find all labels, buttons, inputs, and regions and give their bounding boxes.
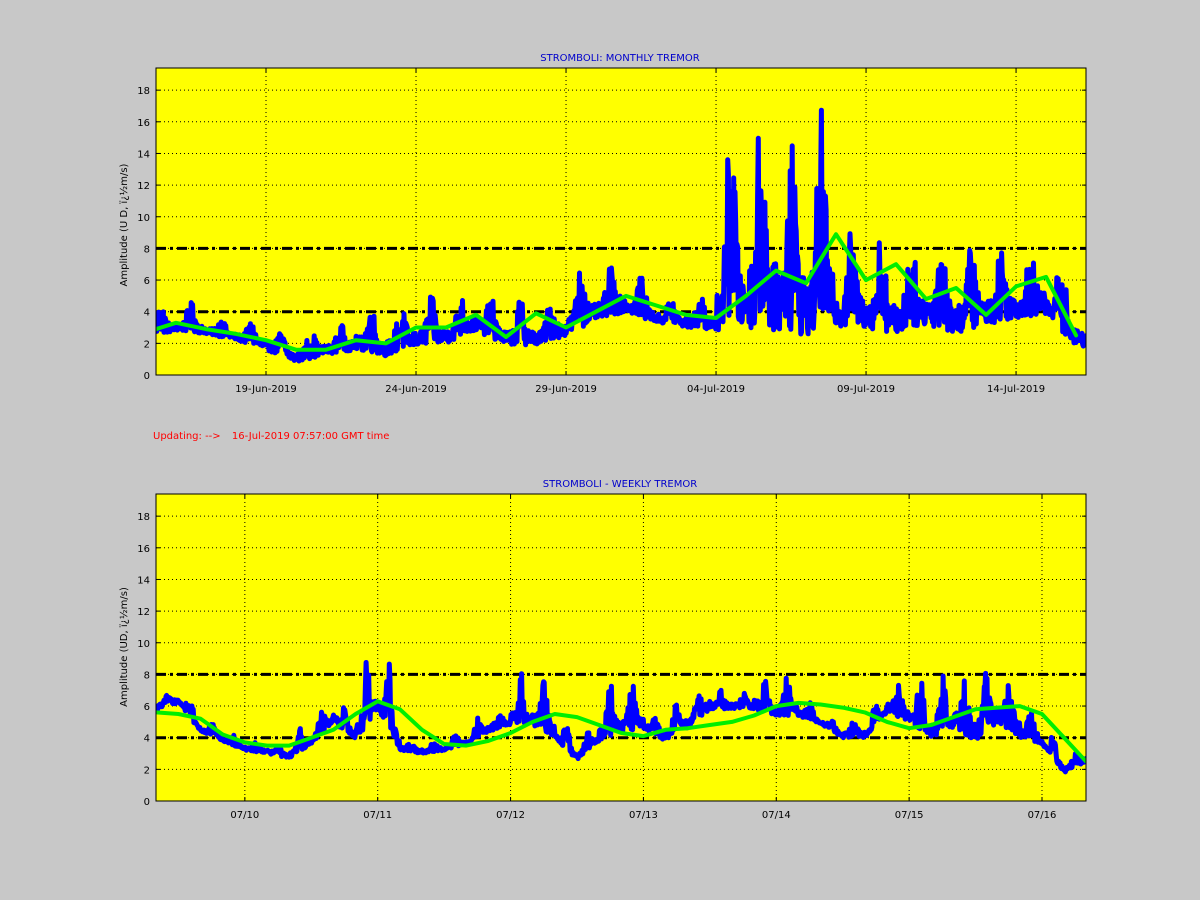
monthly-x-tick-label: 09-Jul-2019 <box>837 384 895 395</box>
monthly-y-tick-label: 0 <box>144 371 150 382</box>
monthly-raw-tremor-series <box>156 107 1086 364</box>
weekly-y-tick-label: 10 <box>137 639 150 650</box>
update-status-line: Updating: --> 16-Jul-2019 07:57:00 GMT t… <box>153 431 389 442</box>
monthly-smoothed-tremor-series <box>156 232 1079 352</box>
weekly-tremor-panel: STROMBOLI - WEEKLY TREMOR Amplitude (UD,… <box>118 479 1087 821</box>
monthly-x-tick-label: 04-Jul-2019 <box>687 384 745 395</box>
monthly-tremor-panel: STROMBOLI: MONTHLY TREMOR Amplitude (U D… <box>118 53 1087 395</box>
monthly-x-tick-label: 19-Jun-2019 <box>235 384 297 395</box>
weekly-y-tick-label: 12 <box>137 607 150 618</box>
monthly-series-group <box>156 107 1086 364</box>
weekly-x-tick-label: 07/10 <box>230 810 259 821</box>
monthly-y-tick-label: 18 <box>137 86 150 97</box>
weekly-smoothed-tremor-series <box>156 699 1086 764</box>
weekly-y-tick-label: 4 <box>144 734 150 745</box>
monthly-y-tick-label: 16 <box>137 118 150 129</box>
weekly-x-tick-label: 07/12 <box>496 810 525 821</box>
weekly-series-group <box>156 660 1086 775</box>
weekly-x-tick-label: 07/14 <box>762 810 791 821</box>
weekly-x-tick-label: 07/16 <box>1028 810 1057 821</box>
weekly-plot-area <box>156 494 1086 801</box>
weekly-y-tick-label: 16 <box>137 544 150 555</box>
monthly-chart-title: STROMBOLI: MONTHLY TREMOR <box>540 53 700 64</box>
weekly-chart-title: STROMBOLI - WEEKLY TREMOR <box>543 479 697 490</box>
monthly-y-axis-label: Amplitude (U D, ï¿½m/s) <box>118 163 130 286</box>
update-status-prefix: Updating: --> <box>153 431 221 442</box>
weekly-raw-tremor-series <box>156 660 1086 775</box>
weekly-x-tick-label: 07/15 <box>895 810 924 821</box>
weekly-y-axis-label: Amplitude (UD, ï¿½m/s) <box>118 587 130 707</box>
monthly-y-tick-label: 2 <box>144 339 150 350</box>
monthly-x-tick-label: 24-Jun-2019 <box>385 384 447 395</box>
monthly-y-tick-label: 10 <box>137 213 150 224</box>
weekly-y-tick-label: 0 <box>144 797 150 808</box>
monthly-x-tick-label: 29-Jun-2019 <box>535 384 597 395</box>
weekly-y-tick-label: 8 <box>144 670 150 681</box>
weekly-x-tick-label: 07/13 <box>629 810 658 821</box>
update-status-timestamp: 16-Jul-2019 07:57:00 GMT time <box>232 431 390 442</box>
weekly-y-tick-label: 18 <box>137 512 150 523</box>
weekly-plot-frame <box>155 493 1087 802</box>
weekly-y-tick-label: 6 <box>144 702 150 713</box>
monthly-y-tick-label: 8 <box>144 244 150 255</box>
monthly-y-tick-label: 14 <box>137 149 150 160</box>
weekly-x-tick-label: 07/11 <box>363 810 392 821</box>
monthly-y-tick-label: 4 <box>144 308 150 319</box>
weekly-y-tick-label: 14 <box>137 575 150 586</box>
monthly-plot-frame <box>155 67 1087 376</box>
monthly-y-tick-label: 12 <box>137 181 150 192</box>
monthly-y-tick-label: 6 <box>144 276 150 287</box>
weekly-y-tick-label: 2 <box>144 765 150 776</box>
monthly-x-tick-label: 14-Jul-2019 <box>987 384 1045 395</box>
